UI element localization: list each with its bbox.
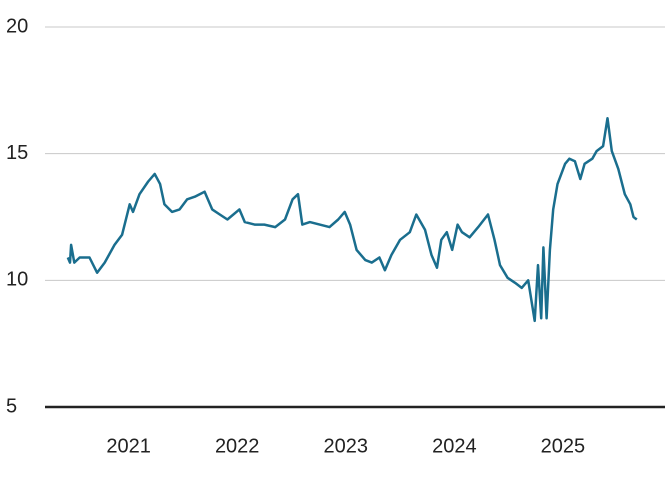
- line: [66, 116, 638, 323]
- x-tick-label: 2025: [541, 435, 586, 457]
- x-tick-label: 2023: [324, 435, 369, 457]
- y-tick-label: 5: [6, 395, 17, 417]
- y-tick-label: 15: [6, 142, 28, 164]
- x-tick-label: 2024: [432, 435, 477, 457]
- y-tick-label: 10: [6, 269, 28, 291]
- x-tick-label: 2022: [215, 435, 260, 457]
- y-tick-label: 20: [6, 15, 28, 37]
- x-tick-label: 2021: [106, 435, 151, 457]
